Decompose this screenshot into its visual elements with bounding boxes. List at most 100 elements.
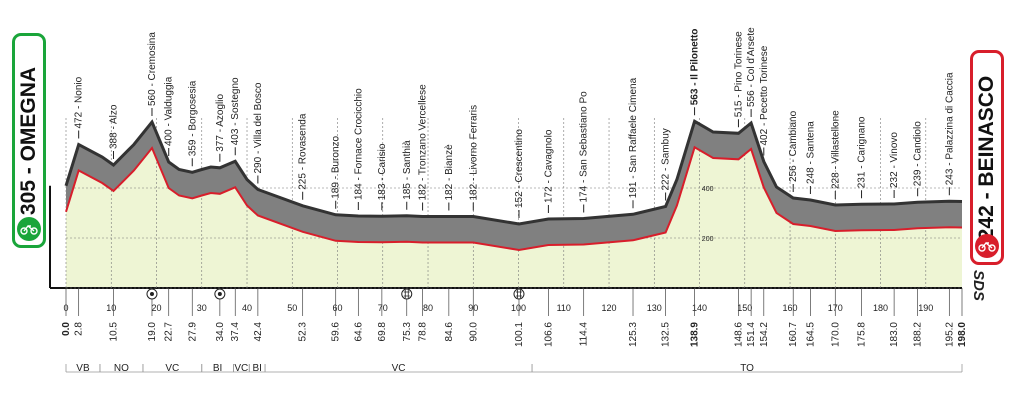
place-label: 388 - Alzo (109, 104, 120, 149)
km-mark-label: 106.6 (543, 322, 554, 347)
place-label: 152 - Crescentino (514, 129, 525, 208)
km-mark-label: 151.4 (746, 322, 757, 347)
place-label: 472 - Nonio (74, 76, 85, 128)
km-tick-label: 70 (378, 303, 388, 313)
finish-label: 242 - BEINASCO (975, 75, 998, 240)
km-mark-label: 188.2 (913, 322, 924, 347)
km-mark-label: 148.6 (733, 322, 744, 347)
km-tick-label: 30 (197, 303, 207, 313)
place-label: 403 - Sostegno (230, 77, 241, 145)
place-label: 560 - Cremosina (147, 32, 158, 106)
km-mark-label: 175.8 (857, 322, 868, 347)
place-label: 191 - San Raffaele Cimena (628, 77, 639, 198)
km-mark-label: 170.0 (830, 322, 841, 347)
cyclist-icon (975, 234, 999, 258)
km-mark-label: 27.9 (187, 322, 198, 342)
profile-fill (66, 147, 962, 288)
km-mark-label: 22.7 (164, 322, 175, 342)
km-mark-label: 154.2 (759, 322, 770, 347)
place-label: 239 - Candiolo (913, 121, 924, 186)
km-mark-label: 2.8 (74, 322, 85, 336)
place-label: 402 - Pecetto Torinese (759, 45, 770, 145)
province-axis: VB NO VC BI VC BI VC TO (65, 363, 963, 374)
alt-tick-label: 400 (702, 186, 714, 193)
km-mark-label: 198.0 (957, 322, 968, 347)
km-tick-label: 80 (423, 303, 433, 313)
km-tick-label: 190 (918, 303, 933, 313)
place-label: 556 - Col d'Arsete (746, 27, 757, 107)
place-label: 359 - Borgosesia (187, 80, 198, 156)
cyclist-icon (17, 217, 41, 241)
terrain-shade (66, 121, 962, 250)
finish-badge: 242 - BEINASCO (970, 50, 1004, 265)
km-mark-label: 10.5 (109, 322, 120, 342)
km-tick-label: 150 (737, 303, 752, 313)
sprint-icon (214, 288, 226, 300)
km-mark-label: 164.5 (805, 322, 816, 347)
province-label: VC (165, 363, 179, 374)
km-tick-label: 60 (333, 303, 343, 313)
km-mark-label: 19.0 (147, 322, 158, 342)
place-label: 182 - Tronzano Vercellese (418, 84, 429, 201)
km-tick-label: 10 (106, 303, 116, 313)
place-label: 515 - Pino Torinese (733, 31, 744, 117)
km-mark-label: 183.0 (889, 322, 900, 347)
start-badge: 305 - OMEGNA (12, 33, 46, 248)
km-mark-label: 0.0 (61, 322, 72, 336)
km-mark-label: 59.6 (331, 322, 342, 342)
start-label: 305 - OMEGNA (17, 66, 40, 215)
place-label: 184 - Fornace Crocicchio (353, 88, 364, 200)
km-tick-label: 140 (692, 303, 707, 313)
km-mark-label: 64.6 (353, 322, 364, 342)
km-mark-label: 114.4 (579, 322, 590, 347)
place-label: 183 - Carisio (377, 143, 388, 200)
crossing-icon (513, 288, 525, 300)
altitude-axis: 200 400 (702, 186, 714, 243)
km-mark-label: 75.3 (402, 322, 413, 342)
terrain-band (64, 119, 963, 250)
km-mark-label: 125.3 (628, 322, 639, 347)
sds-logo: SDS (970, 270, 987, 301)
km-tick-label: 120 (602, 303, 617, 313)
km-mark-label: 90.0 (468, 322, 479, 342)
km-mark-label: 69.8 (377, 322, 388, 342)
km-tick-label: 180 (873, 303, 888, 313)
km-axis: 0102030405060708090100110120130140150160… (61, 288, 968, 347)
place-label: 225 - Rovasenda (298, 113, 309, 190)
route-path (65, 145, 963, 252)
province-label: BI (213, 363, 222, 374)
km-tick-label: 100 (511, 303, 526, 313)
place-label: 232 - Vinovo (889, 132, 900, 188)
place-label: 182 - Bianzè (444, 144, 455, 201)
sprint-icon (146, 288, 158, 300)
km-mark-label: 34.0 (215, 322, 226, 342)
place-label: 563 - Il Pilonetto (690, 29, 701, 106)
km-tick-label: 110 (557, 303, 571, 313)
place-labels: 472 - Nonio 388 - Alzo 560 - Cremosina 400 … (74, 27, 955, 218)
province-label: VC (234, 363, 248, 374)
km-mark-label: 132.5 (661, 322, 672, 347)
place-label: 174 - San Sebastiano Po (579, 91, 590, 203)
km-mark-label: 138.9 (690, 322, 701, 347)
terrain-ridge (64, 119, 963, 226)
km-mark-label: 78.8 (418, 322, 429, 342)
place-label: 256 - Cambiano (788, 110, 799, 182)
place-label: 189 - Buronzo (331, 135, 342, 198)
crossing-icon (401, 288, 413, 300)
province-label: TO (740, 363, 754, 374)
route-line (65, 145, 963, 252)
km-tick-label: 160 (783, 303, 798, 313)
km-mark-label: 84.6 (444, 322, 455, 342)
km-mark-label: 42.4 (253, 322, 264, 342)
place-label: 185 - Santhià (402, 140, 413, 200)
place-label: 222 - Sambuy (661, 128, 672, 190)
place-label: 182 - Livorno Ferraris (468, 105, 479, 201)
km-mark-label: 52.3 (298, 322, 309, 342)
place-label: 290 - Villa del Bosco (253, 82, 264, 173)
province-label: NO (114, 363, 129, 374)
km-tick-label: 50 (287, 303, 297, 313)
place-label: 400 - Valduggia (164, 76, 175, 146)
km-mark-label: 37.4 (230, 322, 241, 342)
place-label: 228 - Villastellone (830, 110, 841, 189)
